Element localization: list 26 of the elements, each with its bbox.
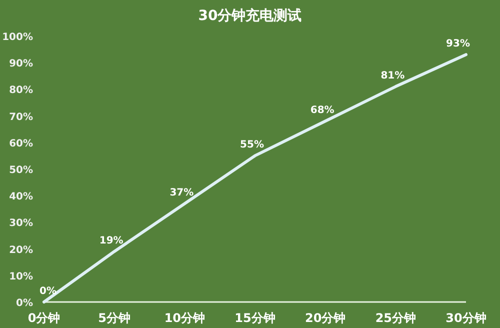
data-label: 81% [380, 70, 405, 82]
x-tick-label: 30分钟 [446, 311, 486, 325]
data-label: 55% [240, 140, 264, 151]
y-tick-label: 100% [2, 32, 33, 43]
data-label: 0% [40, 286, 56, 297]
x-tick-label: 5分钟 [98, 311, 131, 325]
x-tick-label: 0分钟 [28, 311, 60, 325]
y-tick-label: 70% [9, 112, 33, 123]
y-tick-label: 20% [9, 244, 33, 256]
data-label: 37% [170, 188, 194, 199]
y-tick-label: 30% [9, 218, 33, 230]
x-tick-label: 15分钟 [234, 311, 276, 325]
y-tick-label: 10% [9, 271, 33, 282]
x-tick-label: 20分钟 [304, 311, 346, 325]
y-tick-label: 90% [9, 58, 33, 70]
y-tick-label: 0% [16, 298, 33, 309]
y-tick-label: 80% [9, 85, 33, 96]
chart-title: 30分钟充电测试 [198, 7, 302, 24]
data-label: 19% [99, 235, 124, 246]
x-tick-label: 10分钟 [164, 311, 206, 325]
x-tick-label: 25分钟 [375, 311, 416, 325]
data-label: 68% [310, 105, 334, 116]
y-tick-label: 50% [9, 165, 33, 176]
y-tick-label: 40% [9, 192, 33, 203]
y-tick-label: 60% [9, 138, 33, 150]
data-label: 93% [446, 38, 470, 50]
